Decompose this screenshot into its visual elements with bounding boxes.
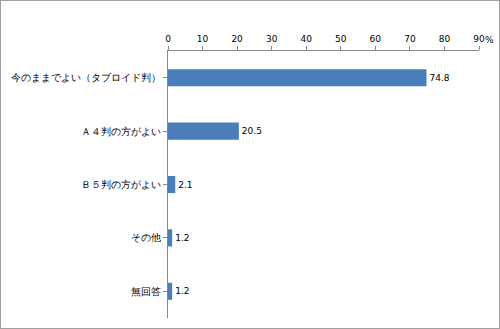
svg-text:80: 80 [439, 34, 451, 44]
svg-text:40: 40 [300, 34, 312, 44]
svg-text:1.2: 1.2 [175, 286, 189, 296]
svg-text:10: 10 [197, 34, 209, 44]
svg-text:30: 30 [266, 34, 278, 44]
svg-text:20.5: 20.5 [242, 126, 262, 136]
svg-text:無回答: 無回答 [131, 286, 161, 297]
svg-text:74.8: 74.8 [429, 73, 449, 83]
svg-text:2.1: 2.1 [178, 180, 192, 190]
svg-text:50: 50 [335, 34, 347, 44]
svg-text:60: 60 [370, 34, 382, 44]
svg-text:Ｂ５判の方がよい: Ｂ５判の方がよい [81, 179, 161, 190]
svg-text:今のままでよい（タブロイド判）: 今のままでよい（タブロイド判） [11, 72, 161, 83]
svg-text:90: 90 [473, 34, 485, 44]
svg-text:70: 70 [404, 34, 416, 44]
svg-text:20: 20 [231, 34, 243, 44]
svg-text:Ａ４判の方がよい: Ａ４判の方がよい [81, 126, 161, 137]
svg-text:0: 0 [165, 34, 171, 44]
svg-text:その他: その他 [131, 232, 161, 243]
svg-text:1.2: 1.2 [175, 233, 189, 243]
svg-text:%: % [485, 35, 494, 45]
